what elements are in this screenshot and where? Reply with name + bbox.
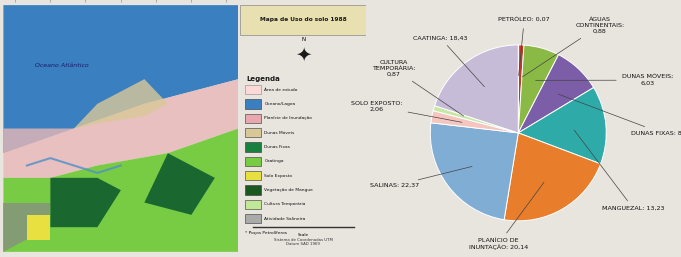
Text: PLANÍCIO DE
INUNTAÇÃO: 20,14: PLANÍCIO DE INUNTAÇÃO: 20,14 [469, 182, 544, 250]
Text: |: | [226, 0, 227, 3]
Polygon shape [3, 203, 50, 252]
Text: Oceano Atlântico: Oceano Atlântico [35, 63, 89, 68]
Bar [245, 185, 261, 195]
Polygon shape [3, 5, 238, 153]
Wedge shape [518, 55, 594, 133]
Bar [245, 214, 261, 223]
Wedge shape [431, 111, 518, 133]
Text: |: | [120, 0, 122, 3]
Text: Legenda: Legenda [247, 76, 281, 82]
Bar [245, 142, 261, 152]
Polygon shape [27, 215, 50, 240]
Text: |: | [50, 0, 51, 3]
Text: |: | [191, 0, 192, 3]
Polygon shape [144, 153, 215, 215]
Bar [245, 128, 261, 137]
Text: Scale: Scale [298, 233, 309, 237]
Text: ✦: ✦ [295, 45, 312, 64]
Text: |: | [155, 0, 157, 3]
Text: Oceano/Lagoa: Oceano/Lagoa [264, 102, 296, 106]
Bar [245, 99, 261, 109]
Text: Sistema de Coordenadas UTM
Datum SAD 1969: Sistema de Coordenadas UTM Datum SAD 196… [274, 238, 333, 246]
Polygon shape [74, 79, 168, 128]
Text: PETRÓLEO: 0,07: PETRÓLEO: 0,07 [498, 18, 550, 76]
Text: CAATINGA: 18,43: CAATINGA: 18,43 [413, 36, 484, 87]
Bar [245, 171, 261, 180]
Text: SOLO EXPOSTO:
2,06: SOLO EXPOSTO: 2,06 [351, 101, 462, 122]
Polygon shape [3, 79, 238, 178]
Text: Atividade Salineira: Atividade Salineira [264, 217, 306, 221]
Polygon shape [3, 128, 238, 252]
Text: ÁGUAS
CONTINENTAIS:
0,88: ÁGUAS CONTINENTAIS: 0,88 [522, 17, 624, 77]
Text: SALINAS: 22,37: SALINAS: 22,37 [370, 167, 472, 188]
Text: DUNAS MÓVEIS;
6,03: DUNAS MÓVEIS; 6,03 [536, 75, 673, 86]
Wedge shape [434, 45, 518, 133]
Bar [245, 157, 261, 166]
Text: Dunas Móveis: Dunas Móveis [264, 131, 295, 135]
Bar [245, 114, 261, 123]
Text: Solo Exposto: Solo Exposto [264, 174, 292, 178]
Text: Cultura Temporária: Cultura Temporária [264, 202, 306, 206]
Polygon shape [50, 178, 121, 227]
Wedge shape [518, 45, 558, 133]
Text: DUNAS FIXAS: 8,12: DUNAS FIXAS: 8,12 [558, 94, 681, 135]
Text: |: | [14, 0, 16, 3]
Wedge shape [430, 123, 518, 220]
Bar [240, 5, 366, 35]
Wedge shape [433, 106, 518, 133]
Text: N: N [301, 37, 306, 42]
Text: Planície de Inundação: Planície de Inundação [264, 116, 312, 120]
Bar [245, 199, 261, 209]
Text: Mapa de Uso do solo 1988: Mapa de Uso do solo 1988 [260, 17, 347, 22]
Wedge shape [518, 45, 524, 133]
Wedge shape [518, 88, 606, 164]
Text: MANGUEZAL: 13,23: MANGUEZAL: 13,23 [574, 130, 665, 211]
Text: CULTURA
TEMPORÁRIA:
0,87: CULTURA TEMPORÁRIA: 0,87 [372, 60, 464, 116]
Wedge shape [504, 133, 601, 221]
Text: Dunas Fixas: Dunas Fixas [264, 145, 290, 149]
Bar [245, 85, 261, 95]
Text: |: | [85, 0, 86, 3]
Text: * Poços Petrolíferos: * Poços Petrolíferos [245, 231, 287, 235]
Text: Área de estudo: Área de estudo [264, 88, 298, 92]
Text: Caatinga: Caatinga [264, 159, 284, 163]
Text: Vegetação de Mangue: Vegetação de Mangue [264, 188, 313, 192]
